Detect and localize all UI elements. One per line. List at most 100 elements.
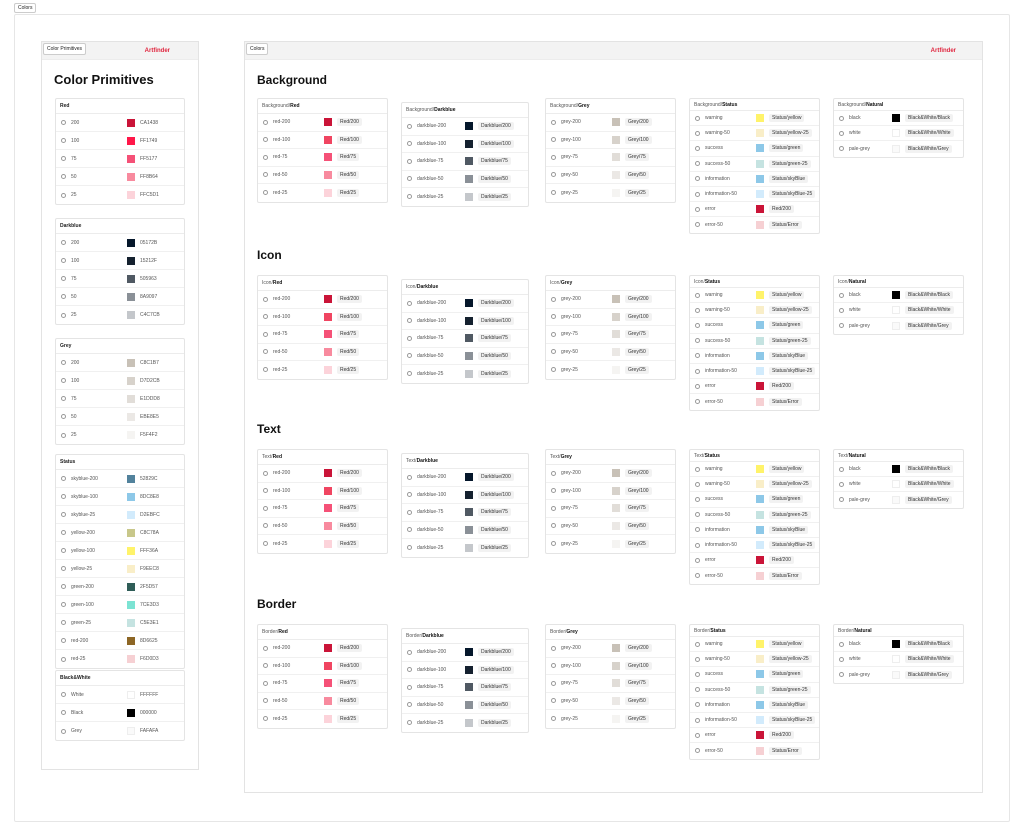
color-row[interactable]: 100 FF1749 [56, 132, 184, 150]
color-row[interactable]: White FFFFFF [56, 686, 184, 704]
token-row[interactable]: black Black&White/Black [834, 288, 963, 304]
token-row[interactable]: information Status/skyBlue [690, 698, 819, 713]
token-row[interactable]: error-50 Status/Error [690, 568, 819, 583]
token-row[interactable]: red-75 Red/75 [258, 326, 387, 344]
token-row[interactable]: darkblue-50 Darkblue/50 [402, 348, 528, 365]
token-row[interactable]: darkblue-75 Darkblue/75 [402, 679, 528, 697]
color-row[interactable]: 75 FF5177 [56, 150, 184, 168]
token-row[interactable]: darkblue-50 Darkblue/50 [402, 522, 528, 539]
token-row[interactable]: grey-100 Grey/100 [546, 658, 675, 675]
token-row[interactable]: success Status/green [690, 492, 819, 508]
token-row[interactable]: grey-200 Grey/200 [546, 114, 675, 132]
token-row[interactable]: grey-50 Grey/50 [546, 167, 675, 184]
frame-tab[interactable]: Color Primitives [43, 43, 87, 55]
token-row[interactable]: red-200 Red/200 [258, 114, 387, 132]
token-row[interactable]: red-50 Red/50 [258, 518, 387, 535]
token-row[interactable]: red-50 Red/50 [258, 167, 387, 184]
color-row[interactable]: yellow-100 FFF36A [56, 542, 184, 560]
token-row[interactable]: grey-75 Grey/75 [546, 500, 675, 518]
token-row[interactable]: red-25 Red/25 [258, 184, 387, 202]
token-row[interactable]: warning Status/yellow [690, 637, 819, 653]
token-row[interactable]: grey-25 Grey/25 [546, 535, 675, 553]
color-row[interactable]: 200 05172B [56, 234, 184, 252]
token-row[interactable]: error-50 Status/Error [690, 217, 819, 232]
token-row[interactable]: grey-25 Grey/25 [546, 361, 675, 379]
token-row[interactable]: darkblue-25 Darkblue/25 [402, 714, 528, 732]
token-row[interactable]: red-100 Red/100 [258, 309, 387, 326]
token-row[interactable]: warning Status/yellow [690, 462, 819, 478]
color-row[interactable]: skyblue-25 D2EBFC [56, 506, 184, 524]
token-row[interactable]: error Red/200 [690, 379, 819, 395]
token-row[interactable]: red-200 Red/200 [258, 291, 387, 309]
token-row[interactable]: information-50 Status/skyBlue-25 [690, 187, 819, 203]
color-row[interactable]: 100 15212F [56, 252, 184, 270]
token-row[interactable]: red-25 Red/25 [258, 710, 387, 728]
token-row[interactable]: error Red/200 [690, 728, 819, 744]
token-row[interactable]: grey-200 Grey/200 [546, 465, 675, 483]
token-row[interactable]: darkblue-75 Darkblue/75 [402, 153, 528, 171]
color-row[interactable]: 200 C8C1B7 [56, 354, 184, 372]
token-row[interactable]: darkblue-200 Darkblue/200 [402, 469, 528, 487]
token-row[interactable]: darkblue-25 Darkblue/25 [402, 539, 528, 557]
token-row[interactable]: red-75 Red/75 [258, 675, 387, 693]
token-row[interactable]: white Black&White/White [834, 477, 963, 493]
token-row[interactable]: red-50 Red/50 [258, 344, 387, 361]
token-row[interactable]: grey-50 Grey/50 [546, 693, 675, 710]
color-row[interactable]: 75 E1DDD8 [56, 390, 184, 408]
token-row[interactable]: red-200 Red/200 [258, 640, 387, 658]
token-row[interactable]: red-100 Red/100 [258, 132, 387, 149]
color-row[interactable]: green-100 7CE3D3 [56, 596, 184, 614]
token-row[interactable]: error-50 Status/Error [690, 394, 819, 409]
token-row[interactable]: darkblue-50 Darkblue/50 [402, 171, 528, 188]
token-row[interactable]: warning-50 Status/yellow-25 [690, 652, 819, 668]
token-row[interactable]: darkblue-75 Darkblue/75 [402, 504, 528, 522]
token-row[interactable]: warning Status/yellow [690, 288, 819, 304]
token-row[interactable]: error-50 Status/Error [690, 743, 819, 758]
color-row[interactable]: 100 D7D2CB [56, 372, 184, 390]
token-row[interactable]: information Status/skyBlue [690, 523, 819, 538]
token-row[interactable]: darkblue-100 Darkblue/100 [402, 487, 528, 504]
token-row[interactable]: information-50 Status/skyBlue-25 [690, 538, 819, 554]
token-row[interactable]: darkblue-25 Darkblue/25 [402, 365, 528, 383]
color-row[interactable]: 25 FFC5D1 [56, 186, 184, 204]
token-row[interactable]: grey-50 Grey/50 [546, 518, 675, 535]
token-row[interactable]: darkblue-200 Darkblue/200 [402, 295, 528, 313]
token-row[interactable]: pale-grey Black&White/Grey [834, 141, 963, 156]
token-row[interactable]: pale-grey Black&White/Grey [834, 492, 963, 507]
token-row[interactable]: red-25 Red/25 [258, 361, 387, 379]
token-row[interactable]: success-50 Status/green-25 [690, 157, 819, 172]
token-row[interactable]: red-75 Red/75 [258, 500, 387, 518]
token-row[interactable]: grey-25 Grey/25 [546, 710, 675, 728]
token-row[interactable]: darkblue-100 Darkblue/100 [402, 136, 528, 153]
token-row[interactable]: warning-50 Status/yellow-25 [690, 126, 819, 142]
token-row[interactable]: red-100 Red/100 [258, 483, 387, 500]
token-row[interactable]: darkblue-25 Darkblue/25 [402, 188, 528, 206]
color-row[interactable]: skyblue-200 52829C [56, 470, 184, 488]
token-row[interactable]: red-50 Red/50 [258, 693, 387, 710]
token-row[interactable]: black Black&White/Black [834, 111, 963, 127]
token-row[interactable]: red-25 Red/25 [258, 535, 387, 553]
token-row[interactable]: red-75 Red/75 [258, 149, 387, 167]
token-row[interactable]: grey-75 Grey/75 [546, 149, 675, 167]
color-row[interactable]: 50 EBE8E5 [56, 408, 184, 426]
token-row[interactable]: success-50 Status/green-25 [690, 508, 819, 523]
token-row[interactable]: grey-100 Grey/100 [546, 132, 675, 149]
color-row[interactable]: Black 000000 [56, 704, 184, 722]
token-row[interactable]: grey-75 Grey/75 [546, 326, 675, 344]
token-row[interactable]: darkblue-100 Darkblue/100 [402, 662, 528, 679]
token-row[interactable]: darkblue-100 Darkblue/100 [402, 313, 528, 330]
color-row[interactable]: yellow-25 F9EEC8 [56, 560, 184, 578]
token-row[interactable]: white Black&White/White [834, 126, 963, 142]
color-row[interactable]: red-200 8D6625 [56, 632, 184, 650]
token-row[interactable]: error Red/200 [690, 553, 819, 569]
token-row[interactable]: success-50 Status/green-25 [690, 683, 819, 698]
token-row[interactable]: red-100 Red/100 [258, 658, 387, 675]
token-row[interactable]: darkblue-75 Darkblue/75 [402, 330, 528, 348]
token-row[interactable]: success Status/green [690, 318, 819, 334]
color-row[interactable]: skyblue-100 8DC8E8 [56, 488, 184, 506]
color-row[interactable]: 50 FF8B64 [56, 168, 184, 186]
token-row[interactable]: success Status/green [690, 667, 819, 683]
color-row[interactable]: 25 C4C7CB [56, 306, 184, 324]
token-row[interactable]: white Black&White/White [834, 303, 963, 319]
token-row[interactable]: pale-grey Black&White/Grey [834, 318, 963, 333]
